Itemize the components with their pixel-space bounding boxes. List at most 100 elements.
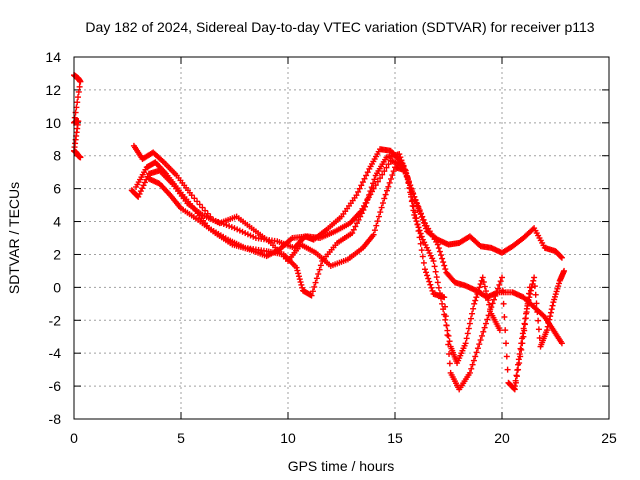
- data-point-marker: [407, 182, 414, 189]
- data-point-marker: [441, 294, 448, 301]
- data-point-marker: [356, 185, 363, 192]
- data-point-marker: [444, 332, 451, 339]
- data-point-marker: [373, 222, 380, 229]
- data-point-marker: [370, 231, 377, 238]
- data-point-marker: [401, 166, 408, 173]
- y-tick-label: 0: [53, 279, 61, 295]
- data-point-marker: [141, 179, 148, 186]
- data-point-marker: [477, 281, 484, 288]
- data-point-marker: [465, 325, 472, 332]
- data-point-marker: [359, 179, 366, 186]
- data-point-marker: [383, 187, 390, 194]
- data-point-marker: [196, 201, 203, 208]
- data-point-marker: [524, 300, 531, 307]
- data-point-marker: [463, 335, 470, 342]
- data-point-marker: [532, 291, 539, 298]
- data-point-marker: [355, 188, 362, 195]
- data-point-marker: [74, 99, 81, 106]
- data-point-marker: [503, 340, 510, 347]
- data-point-marker: [414, 221, 421, 228]
- data-point-marker: [441, 262, 448, 269]
- data-point-marker: [404, 174, 411, 181]
- data-point-marker: [413, 200, 420, 207]
- data-point-marker: [355, 216, 362, 223]
- data-point-marker: [466, 320, 473, 327]
- data-point-marker: [309, 288, 316, 295]
- data-point-marker: [416, 234, 423, 241]
- data-point-marker: [317, 262, 324, 269]
- data-point-marker: [408, 186, 415, 193]
- data-point-marker: [430, 258, 437, 265]
- data-point-marker: [513, 372, 520, 379]
- data-point-marker: [371, 227, 378, 234]
- data-point-marker: [484, 316, 491, 323]
- y-tick-labels: -8 -6 -4 -2 0 2 4 6 8 10 12 14: [45, 49, 61, 427]
- data-point-marker: [544, 323, 551, 330]
- data-point-marker: [561, 267, 568, 274]
- data-point-marker: [371, 176, 378, 183]
- data-point-marker: [517, 345, 524, 352]
- data-point-marker: [558, 254, 565, 261]
- data-point-marker: [390, 168, 397, 175]
- data-point-marker: [525, 297, 532, 304]
- data-point-marker: [434, 279, 441, 286]
- data-point-marker: [549, 302, 556, 309]
- data-point-marker: [446, 351, 453, 358]
- data-point-marker: [372, 182, 379, 189]
- data-point-marker: [297, 279, 304, 286]
- data-point-marker: [472, 297, 479, 304]
- data-point-marker: [480, 328, 487, 335]
- data-point-marker: [490, 296, 497, 303]
- data-point-marker: [352, 223, 359, 230]
- data-point-marker: [547, 309, 554, 316]
- data-point-marker: [480, 279, 487, 286]
- data-point-marker: [383, 164, 390, 171]
- data-point-marker: [363, 172, 370, 179]
- data-point-marker: [446, 360, 453, 367]
- data-point-marker: [433, 274, 440, 281]
- data-point-marker: [535, 326, 542, 333]
- data-point-marker: [523, 305, 530, 312]
- data-point-marker: [432, 268, 439, 275]
- data-point-marker: [501, 313, 508, 320]
- data-point-marker: [379, 171, 386, 178]
- data-point-marker: [405, 178, 412, 185]
- data-point-marker: [511, 383, 518, 390]
- data-point-marker: [469, 310, 476, 317]
- data-point-marker: [533, 300, 540, 307]
- data-point-marker: [438, 252, 445, 259]
- data-point-marker: [379, 200, 386, 207]
- data-point-marker: [440, 259, 447, 266]
- data-point-marker: [374, 178, 381, 185]
- x-tick-label: 0: [70, 430, 78, 446]
- chart-title: Day 182 of 2024, Sidereal Day-to-day VTE…: [85, 19, 594, 35]
- data-point-marker: [358, 182, 365, 189]
- data-point-marker: [497, 278, 504, 285]
- data-point-marker: [464, 330, 471, 337]
- data-point-marker: [377, 209, 384, 216]
- data-point-marker: [311, 283, 318, 290]
- data-point-marker: [504, 366, 511, 373]
- data-point-marker: [429, 287, 436, 294]
- data-point-marker: [527, 287, 534, 294]
- data-point-marker: [518, 346, 525, 353]
- data-point-marker: [520, 325, 527, 332]
- data-point-marker: [417, 240, 424, 247]
- data-point-marker: [426, 278, 433, 285]
- data-point-marker: [389, 172, 396, 179]
- data-point-marker: [400, 162, 407, 169]
- data-point-marker: [534, 309, 541, 316]
- data-point-marker: [419, 253, 426, 260]
- data-point-marker: [530, 277, 537, 284]
- data-point-marker: [442, 303, 449, 310]
- data-point-marker: [481, 324, 488, 331]
- data-point-marker: [137, 188, 144, 195]
- data-point-marker: [415, 228, 422, 235]
- data-point-marker: [512, 377, 519, 384]
- data-point-marker: [466, 369, 473, 376]
- y-tick-label: -2: [49, 312, 62, 328]
- data-point-marker: [442, 266, 449, 273]
- data-point-marker: [521, 320, 528, 327]
- data-point-marker: [496, 327, 503, 334]
- data-point-marker: [375, 213, 382, 220]
